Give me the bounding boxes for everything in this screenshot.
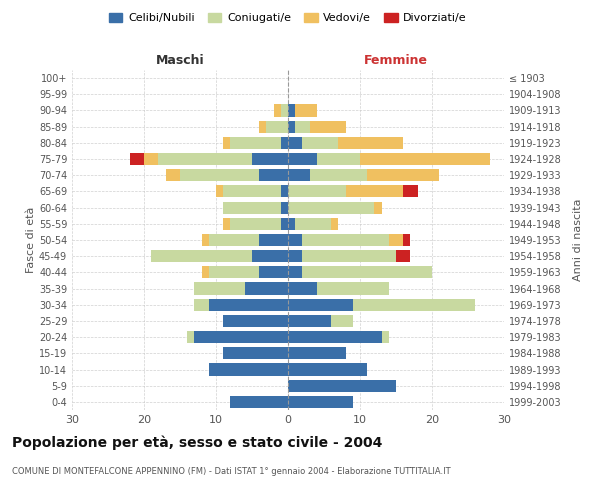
Bar bbox=[288, 282, 317, 294]
Bar bbox=[259, 234, 288, 246]
Bar bbox=[288, 153, 317, 165]
Bar bbox=[302, 250, 396, 262]
Bar bbox=[281, 186, 288, 198]
Bar bbox=[230, 137, 281, 149]
Bar bbox=[353, 298, 475, 311]
Bar bbox=[288, 348, 346, 360]
Bar bbox=[223, 218, 230, 230]
Bar bbox=[288, 380, 396, 392]
Bar bbox=[288, 104, 295, 117]
Bar bbox=[259, 169, 288, 181]
Bar bbox=[202, 234, 209, 246]
Bar bbox=[281, 218, 288, 230]
Text: Femmine: Femmine bbox=[364, 54, 428, 67]
Bar bbox=[252, 153, 288, 165]
Bar bbox=[367, 169, 439, 181]
Bar bbox=[180, 169, 259, 181]
Bar bbox=[223, 315, 288, 327]
Bar bbox=[295, 120, 310, 132]
Bar bbox=[403, 234, 410, 246]
Bar bbox=[288, 234, 302, 246]
Bar bbox=[266, 120, 288, 132]
Bar bbox=[288, 396, 353, 408]
Bar bbox=[288, 331, 382, 343]
Bar bbox=[288, 266, 302, 278]
Bar bbox=[310, 120, 346, 132]
Text: COMUNE DI MONTEFALCONE APPENNINO (FM) - Dati ISTAT 1° gennaio 2004 - Elaborazion: COMUNE DI MONTEFALCONE APPENNINO (FM) - … bbox=[12, 468, 451, 476]
Bar bbox=[187, 331, 194, 343]
Bar bbox=[295, 104, 317, 117]
Bar bbox=[403, 186, 418, 198]
Bar bbox=[223, 186, 281, 198]
Bar bbox=[194, 331, 288, 343]
Bar bbox=[158, 153, 252, 165]
Bar bbox=[259, 266, 288, 278]
Bar bbox=[194, 298, 209, 311]
Bar bbox=[288, 137, 302, 149]
Bar bbox=[209, 298, 288, 311]
Bar bbox=[166, 169, 180, 181]
Bar bbox=[295, 218, 331, 230]
Bar bbox=[346, 186, 403, 198]
Bar bbox=[288, 298, 353, 311]
Bar bbox=[374, 202, 382, 213]
Legend: Celibi/Nubili, Coniugati/e, Vedovi/e, Divorziati/e: Celibi/Nubili, Coniugati/e, Vedovi/e, Di… bbox=[105, 8, 471, 28]
Bar bbox=[252, 250, 288, 262]
Bar bbox=[317, 153, 360, 165]
Bar bbox=[360, 153, 490, 165]
Bar bbox=[259, 120, 266, 132]
Bar bbox=[288, 315, 331, 327]
Bar bbox=[202, 266, 209, 278]
Bar bbox=[223, 137, 230, 149]
Text: Popolazione per età, sesso e stato civile - 2004: Popolazione per età, sesso e stato civil… bbox=[12, 435, 382, 450]
Bar bbox=[230, 396, 288, 408]
Text: Maschi: Maschi bbox=[155, 54, 205, 67]
Bar bbox=[209, 234, 259, 246]
Y-axis label: Fasce di età: Fasce di età bbox=[26, 207, 36, 273]
Bar bbox=[209, 266, 259, 278]
Bar bbox=[288, 186, 346, 198]
Bar bbox=[288, 202, 374, 213]
Bar bbox=[331, 315, 353, 327]
Bar bbox=[396, 250, 410, 262]
Bar bbox=[338, 137, 403, 149]
Bar bbox=[209, 364, 288, 376]
Bar bbox=[302, 137, 338, 149]
Bar bbox=[310, 169, 367, 181]
Bar bbox=[223, 348, 288, 360]
Bar bbox=[288, 218, 295, 230]
Bar bbox=[389, 234, 403, 246]
Bar bbox=[230, 218, 281, 230]
Bar bbox=[288, 169, 310, 181]
Bar bbox=[274, 104, 281, 117]
Bar bbox=[281, 104, 288, 117]
Bar bbox=[302, 234, 389, 246]
Bar bbox=[302, 266, 432, 278]
Bar bbox=[151, 250, 252, 262]
Bar bbox=[382, 331, 389, 343]
Bar bbox=[281, 202, 288, 213]
Bar bbox=[130, 153, 144, 165]
Bar bbox=[194, 282, 245, 294]
Bar bbox=[245, 282, 288, 294]
Bar bbox=[281, 137, 288, 149]
Bar bbox=[223, 202, 281, 213]
Y-axis label: Anni di nascita: Anni di nascita bbox=[573, 198, 583, 281]
Bar bbox=[288, 120, 295, 132]
Bar bbox=[317, 282, 389, 294]
Bar bbox=[216, 186, 223, 198]
Bar bbox=[144, 153, 158, 165]
Bar bbox=[288, 250, 302, 262]
Bar bbox=[331, 218, 338, 230]
Bar bbox=[288, 364, 367, 376]
